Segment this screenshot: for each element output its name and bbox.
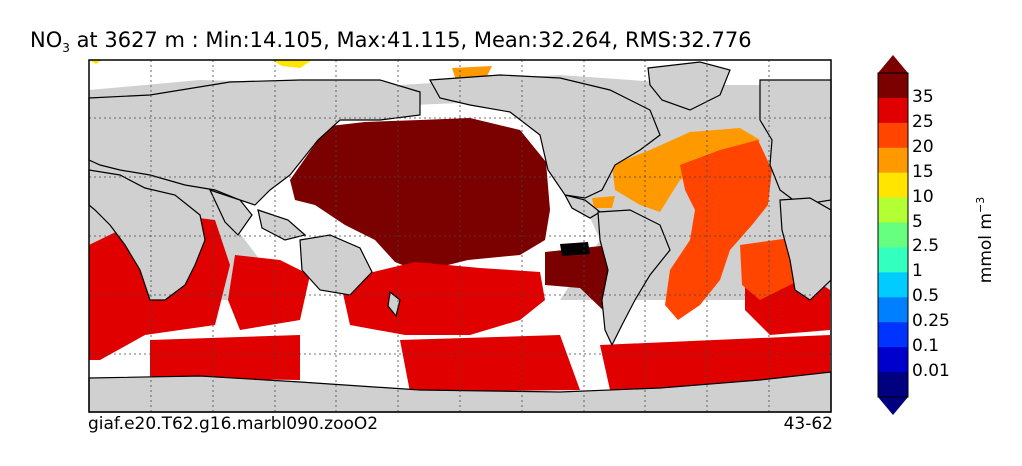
- colorbar-tick-label: 15: [912, 161, 934, 182]
- colorbar-tick-label: 10: [912, 186, 934, 207]
- atlantic-orange-caribbean: [592, 196, 615, 208]
- land-central-america: [563, 194, 602, 219]
- colorbar-segment: [878, 347, 908, 373]
- yellow-patch-north: [272, 60, 312, 68]
- land-africa: [88, 169, 206, 301]
- map-frame: [88, 59, 832, 413]
- year-range: 43-62: [783, 414, 833, 434]
- land-masses: [88, 61, 832, 413]
- colorbar-frame: [877, 72, 909, 398]
- map-grid: [89, 60, 831, 412]
- land-seasia: [257, 209, 307, 241]
- colorbar-segment: [878, 122, 908, 149]
- map-title: NO3 at 3627 m : Min:14.105, Max:41.115, …: [30, 28, 752, 56]
- colorbar-tick-label: 35: [912, 86, 934, 107]
- colorbar-tick-label: 0.1: [912, 336, 940, 357]
- south-red-6: [600, 335, 830, 390]
- land-greenland: [647, 61, 731, 111]
- south-red-5: [400, 335, 580, 392]
- land-india: [208, 188, 253, 236]
- colorbar-top-arrow: [878, 55, 908, 73]
- land-africa-east: [779, 197, 832, 301]
- yellow-patch-west: [89, 60, 102, 64]
- pacific-dark-red-sw: [545, 245, 620, 312]
- land-south-america: [597, 209, 671, 347]
- colorbar-segment: [878, 97, 908, 124]
- colorbar-tick-label: 20: [912, 136, 934, 157]
- south-red-3: [228, 255, 310, 330]
- colorbar-segment: [878, 322, 908, 348]
- south-red-2: [340, 262, 545, 335]
- colorbar-segment: [878, 372, 908, 398]
- pacific-dark-red: [290, 118, 550, 272]
- colorbar-tick-label: 1: [912, 261, 923, 282]
- colorbar-segment: [878, 247, 908, 273]
- atlantic-red-orange: [665, 140, 772, 320]
- colorbar-tick-label: 0.5: [912, 286, 940, 307]
- case-name: giaf.e20.T62.g16.marbl090.zooO2: [88, 414, 379, 434]
- colorbar-segment: [878, 172, 908, 199]
- colorbar-segment: [878, 197, 908, 224]
- land-eurasia: [88, 79, 421, 206]
- colorbar-segment: [878, 147, 908, 174]
- map-panel: [88, 59, 832, 413]
- colorbar-tick-label: 0.01: [912, 361, 950, 382]
- colorbar-tick-label: 0.25: [912, 311, 950, 332]
- black-spot: [560, 242, 590, 256]
- colorbar-label: mmol m−3: [974, 196, 996, 284]
- colorbar-bottom-arrow: [878, 397, 908, 415]
- colorbar-segment: [878, 272, 908, 298]
- atlantic-red-orange-east: [740, 238, 800, 300]
- colorbar-tick-label: 2.5: [912, 236, 940, 257]
- colorbar-segment: [878, 222, 908, 248]
- colorbar-tick-label: 5: [912, 211, 923, 232]
- colorbar-segment: [878, 73, 908, 99]
- south-red-4: [150, 335, 300, 380]
- colorbar-segment: [878, 297, 908, 323]
- colorbar-tick-label: 25: [912, 111, 934, 132]
- land-north-america: [429, 74, 661, 199]
- colorbar: [877, 55, 909, 415]
- land-nz: [387, 290, 401, 318]
